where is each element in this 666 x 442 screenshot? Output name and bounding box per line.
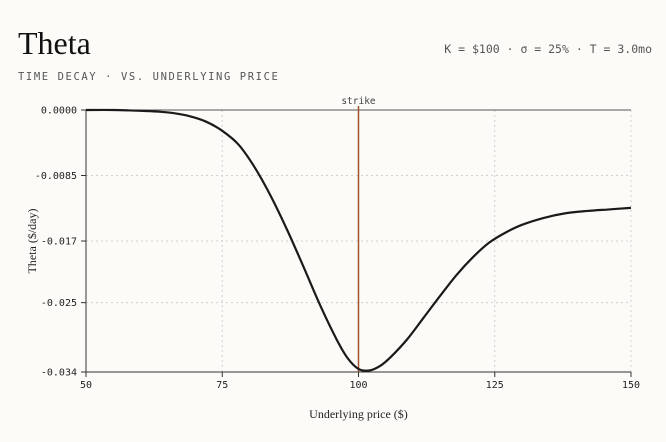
chart-title: Theta [18, 25, 91, 61]
parameters-readout: K = $100 · σ = 25% · T = 3.0mo [444, 42, 652, 56]
y-tick-label: -0.0085 [35, 171, 77, 182]
chart-subtitle: TIME DECAY · VS. UNDERLYING PRICE [18, 71, 280, 83]
x-tick-label: 100 [349, 380, 367, 391]
y-tick-label: -0.025 [41, 298, 77, 309]
y-tick-label: -0.034 [41, 368, 77, 379]
x-tick-label: 150 [622, 380, 640, 391]
y-tick-label: 0.0000 [41, 106, 77, 117]
y-axis-label: Theta ($/day) [25, 209, 39, 274]
annotations: strike [341, 96, 376, 372]
theta-curve [85, 108, 632, 372]
y-tick-label: -0.017 [41, 237, 77, 248]
series [85, 108, 632, 372]
x-tick-label: 50 [80, 380, 92, 391]
strike-label: strike [341, 96, 376, 107]
x-tick-label: 75 [216, 380, 228, 391]
x-axis-label: Underlying price ($) [309, 407, 408, 421]
x-tick-label: 125 [486, 380, 504, 391]
